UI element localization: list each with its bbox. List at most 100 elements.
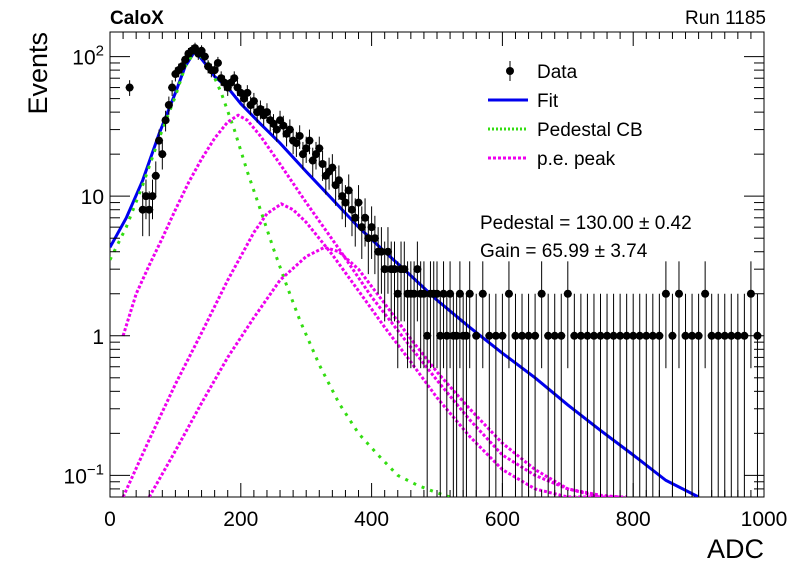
data-point	[442, 331, 451, 340]
data-point	[347, 205, 356, 214]
annotations: Pedestal = 130.00 ± 0.42 Gain = 65.99 ± 3…	[480, 213, 692, 262]
legend-label: p.e. peak	[537, 149, 616, 170]
data-point	[688, 331, 697, 340]
data-point	[161, 116, 170, 125]
data-point	[616, 331, 625, 340]
data-point	[557, 331, 566, 340]
x-tick-label: 400	[354, 508, 389, 531]
data-point	[390, 265, 399, 274]
data-point	[518, 331, 527, 340]
data-point	[158, 150, 167, 159]
data-point	[148, 192, 157, 201]
data-point	[243, 88, 252, 97]
data-point	[544, 331, 553, 340]
data-point	[701, 289, 710, 298]
fit-annotation: Gain = 65.99 ± 3.74	[480, 241, 648, 262]
data-point	[272, 125, 281, 134]
fit-annotation: Pedestal = 130.00 ± 0.42	[480, 213, 692, 234]
y-tick-base: 10	[72, 47, 95, 70]
y-tick-label: 10	[81, 186, 104, 209]
data-point	[393, 289, 402, 298]
y-tick-label: 102	[72, 43, 104, 70]
data-point	[308, 156, 317, 165]
data-point	[338, 192, 347, 201]
x-tick-label: 800	[616, 508, 651, 531]
data-point	[285, 125, 294, 134]
data-point	[635, 331, 644, 340]
data-point	[410, 289, 419, 298]
data-point	[181, 55, 190, 64]
data-point	[537, 289, 546, 298]
data-point	[413, 265, 422, 274]
data-point	[249, 97, 258, 106]
data-point	[344, 186, 353, 195]
data-point	[328, 163, 337, 172]
data-point	[504, 289, 513, 298]
y-tick-exponent: 2	[96, 43, 104, 60]
data-point	[439, 289, 448, 298]
data-point	[462, 331, 471, 340]
data-point	[455, 289, 464, 298]
experiment-label: CaloX	[110, 8, 164, 29]
y-tick-exponent: −1	[87, 461, 104, 478]
data-point	[465, 289, 474, 298]
data-point	[563, 289, 572, 298]
data-point	[295, 131, 304, 140]
data-point	[141, 192, 150, 201]
data-point	[302, 144, 311, 153]
data-point	[383, 247, 392, 256]
legend-label: Fit	[537, 91, 559, 112]
data-point	[681, 331, 690, 340]
data-point	[200, 52, 209, 61]
data-point	[642, 331, 651, 340]
data-point	[423, 331, 432, 340]
data-point	[511, 331, 520, 340]
legend-label: Data	[537, 62, 578, 83]
data-point	[334, 176, 343, 185]
data-point	[351, 213, 360, 222]
data-point	[377, 247, 386, 256]
x-axis-label: ADC	[707, 534, 764, 564]
y-tick-label: 1	[92, 326, 104, 349]
data-point	[622, 331, 631, 340]
data-point	[168, 83, 177, 92]
data-point	[292, 139, 301, 148]
data-point	[655, 331, 664, 340]
data-point	[714, 331, 723, 340]
data-point	[576, 331, 585, 340]
data-point	[720, 331, 729, 340]
data-point	[361, 213, 370, 222]
data-point	[589, 331, 598, 340]
data-point	[531, 331, 540, 340]
y-tick-label: 10−1	[64, 461, 104, 488]
x-tick-label: 600	[485, 508, 520, 531]
run-label: Run 1185	[685, 8, 766, 29]
data-point	[446, 289, 455, 298]
data-point	[629, 331, 638, 340]
data-point	[661, 289, 670, 298]
data-point	[707, 331, 716, 340]
data-point	[177, 62, 186, 71]
data-point	[452, 331, 461, 340]
series-line-5	[147, 245, 627, 497]
data-point	[357, 223, 366, 232]
data-point	[305, 136, 314, 145]
data-point	[583, 331, 592, 340]
series-line-1	[110, 48, 700, 497]
data-point	[354, 198, 363, 207]
data-point	[694, 331, 703, 340]
data-point	[341, 198, 350, 207]
legend-marker-data	[506, 67, 514, 75]
data-point	[550, 331, 559, 340]
data-point	[648, 331, 657, 340]
data-point	[498, 331, 507, 340]
series-line-3	[121, 113, 621, 497]
data-point	[674, 289, 683, 298]
x-tick-label: 0	[104, 508, 116, 531]
data-point	[138, 205, 147, 214]
legend: Data Fit Pedestal CB p.e. peak	[488, 61, 643, 170]
data-point	[230, 74, 239, 83]
series-layer	[110, 42, 762, 497]
x-tick-label: 200	[223, 508, 258, 531]
